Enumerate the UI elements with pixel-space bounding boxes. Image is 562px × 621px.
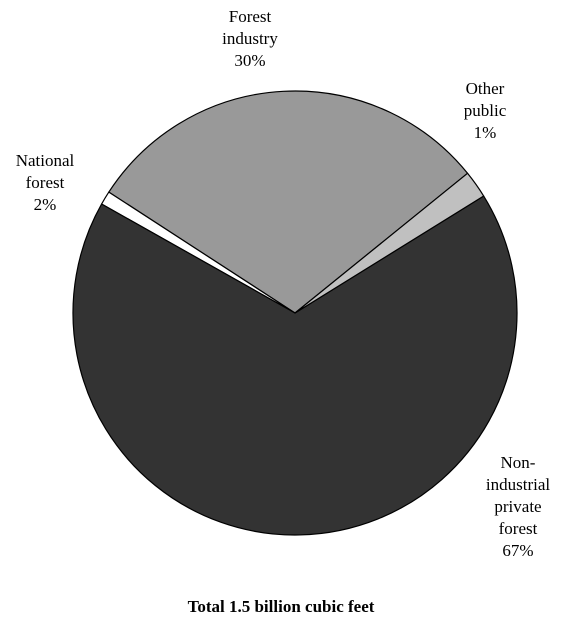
slice-label-national-forest: National forest 2% xyxy=(16,151,75,214)
slice-label-line: Other xyxy=(466,79,505,98)
slice-label-line: industry xyxy=(222,29,278,48)
slice-label-line: private xyxy=(494,497,541,516)
slice-label-line: forest xyxy=(26,173,65,192)
pie-slice-national-forest xyxy=(294,172,485,314)
slice-label-line: 67% xyxy=(502,541,533,560)
slice-label-line: Non- xyxy=(501,453,536,472)
slice-label-line: 1% xyxy=(474,123,497,142)
slice-label-line: 30% xyxy=(234,51,265,70)
slice-label-line: Forest xyxy=(229,7,272,26)
slice-labels: Forest industry 30% Other public 1% Non-indust… xyxy=(16,7,551,560)
slice-label-forest-industry: Forest industry 30% xyxy=(222,7,278,70)
slice-label-line: forest xyxy=(499,519,538,538)
slice-label-non-industrial-private-forest: Non-industrial private forest 67% xyxy=(486,453,550,560)
slice-label-line: National xyxy=(16,151,75,170)
chart-footer: Total 1.5 billion cubic feet xyxy=(188,597,375,616)
pie-slice-non-industrial-private-forest xyxy=(72,195,518,536)
slice-label-line: 2% xyxy=(34,195,57,214)
slice-label-line: industrial xyxy=(486,475,550,494)
pie-slice-forest-industry xyxy=(108,90,469,314)
slice-label-line: public xyxy=(464,101,507,120)
pie-slices xyxy=(72,90,518,536)
slice-label-other-public: Other public 1% xyxy=(464,79,507,142)
